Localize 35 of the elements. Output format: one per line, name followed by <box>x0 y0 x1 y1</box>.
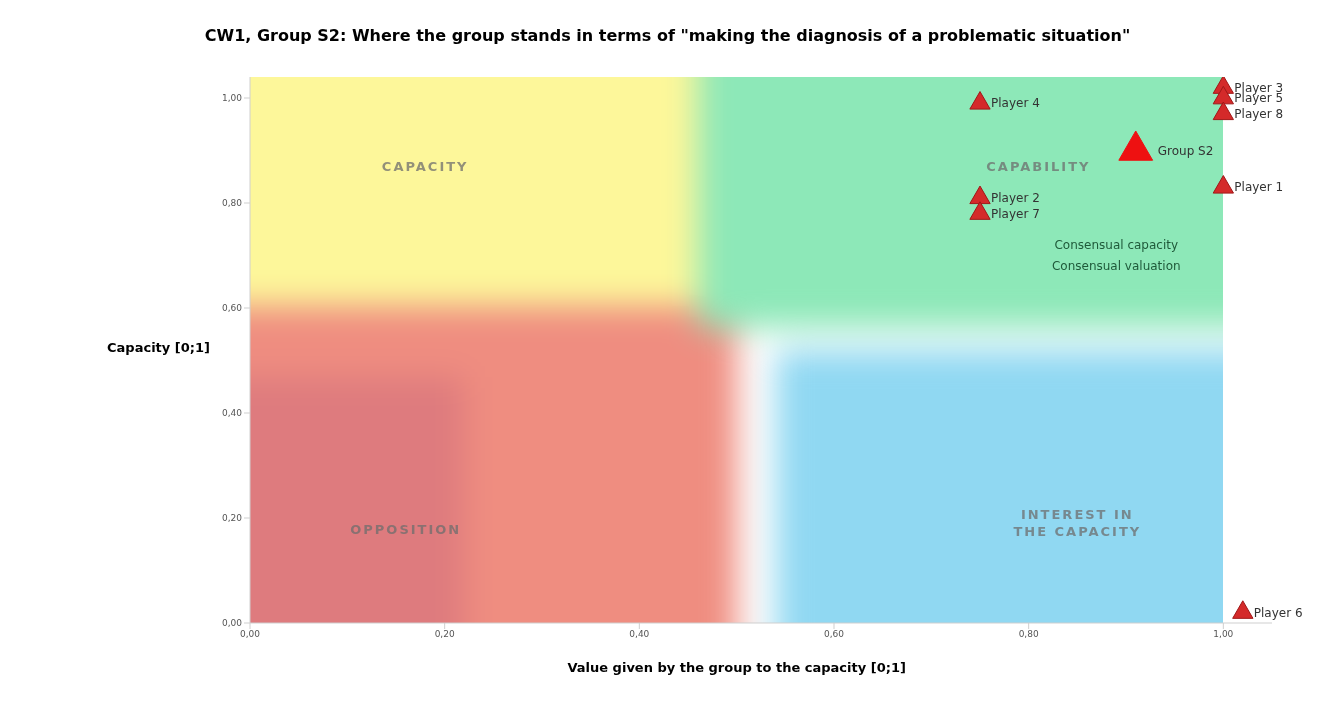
x-tick-label: 0,60 <box>823 629 845 640</box>
point <box>1212 85 1234 105</box>
series-label: Player 8 <box>1234 106 1284 121</box>
series-label: Player 7 <box>991 206 1040 221</box>
series-label: Player 4 <box>991 96 1040 111</box>
y-tick-label: 0,60 <box>221 303 243 314</box>
y-tick-label: 0,40 <box>221 408 243 419</box>
y-tick-label: 0,00 <box>221 618 243 629</box>
series-label: Player 2 <box>991 190 1040 205</box>
annotation: INTEREST IN THE CAPACITY <box>1013 506 1142 541</box>
x-tick-label: 0,00 <box>239 629 261 640</box>
point <box>969 185 991 205</box>
annotation: CAPABILITY <box>986 157 1091 175</box>
annotation: CAPACITY <box>381 157 469 175</box>
series-label: Player 1 <box>1234 180 1284 195</box>
x-tick-label: 0,20 <box>434 629 455 640</box>
x-tick-label: 0,80 <box>1018 629 1039 640</box>
series-label: Group S2 <box>1157 143 1214 158</box>
x-tick-label: 0,40 <box>629 629 650 640</box>
annotation: Consensual valuation <box>1051 257 1181 275</box>
point <box>969 201 991 220</box>
annotation: Consensual capacity <box>1054 236 1179 254</box>
y-tick-label: 1,00 <box>221 93 243 104</box>
x-tick-label: 1,00 <box>1213 629 1234 640</box>
x-axis-title: Value given by the group to the capacity [0;1] <box>566 660 907 675</box>
chart-title: CW1, Group S2: Where the group stands in terms of "making the diagnosis of a problematic situation" <box>203 26 1132 45</box>
y-axis-title: Capacity [0;1] <box>107 340 210 355</box>
annotation: OPPOSITION <box>350 520 462 537</box>
point <box>1212 101 1234 121</box>
point <box>1212 175 1234 194</box>
y-tick-label: 0,20 <box>221 513 243 524</box>
series-label: Player 6 <box>1253 605 1303 620</box>
y-tick-label: 0,80 <box>221 198 243 209</box>
point <box>1232 600 1254 619</box>
point <box>969 91 991 110</box>
